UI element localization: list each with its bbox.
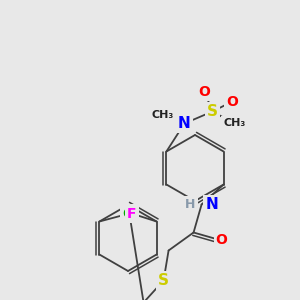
Text: N: N xyxy=(178,116,191,131)
Text: S: S xyxy=(158,273,169,288)
Text: S: S xyxy=(207,104,218,119)
Text: H: H xyxy=(185,198,196,211)
Text: O: O xyxy=(226,94,238,109)
Text: O: O xyxy=(216,233,227,248)
Text: Cl: Cl xyxy=(122,206,137,220)
Text: N: N xyxy=(206,197,218,212)
Text: CH₃: CH₃ xyxy=(151,110,173,121)
Text: F: F xyxy=(127,206,136,220)
Text: O: O xyxy=(199,85,210,98)
Text: CH₃: CH₃ xyxy=(223,118,245,128)
